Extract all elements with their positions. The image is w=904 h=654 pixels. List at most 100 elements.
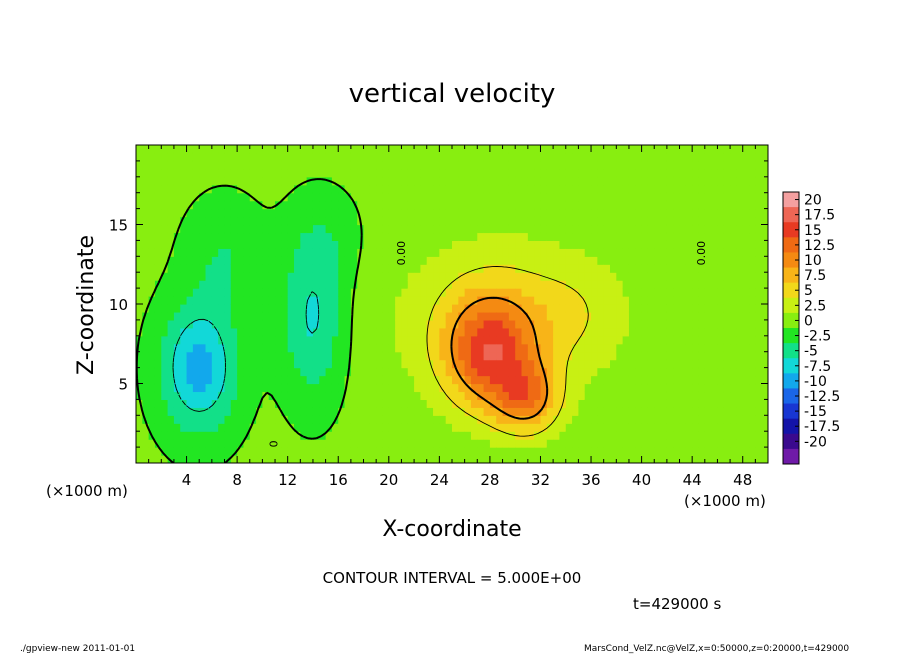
heat-cell	[186, 335, 194, 345]
heat-cell	[578, 359, 586, 369]
heat-cell	[180, 455, 188, 463]
heat-cell	[711, 359, 719, 369]
colorbar-label: 12.5	[804, 238, 835, 254]
heat-cell	[483, 391, 491, 400]
heat-cell	[679, 145, 687, 154]
heat-cell	[610, 248, 617, 257]
heat-cell	[218, 383, 226, 393]
heat-cell	[704, 152, 712, 162]
heat-cell	[527, 184, 535, 194]
heat-cell	[420, 256, 428, 265]
heat-cell	[205, 256, 213, 265]
heat-cell	[452, 192, 459, 202]
heat-cell	[433, 216, 440, 226]
heat-cell	[616, 232, 624, 241]
heat-cell	[452, 240, 459, 249]
heat-cell	[717, 232, 725, 241]
heat-cell	[584, 423, 592, 432]
heat-cell	[527, 375, 535, 385]
heat-cell	[199, 335, 207, 345]
heat-cell	[294, 296, 301, 305]
heat-cell	[192, 184, 200, 194]
heat-cell	[616, 455, 624, 463]
heat-cell	[660, 351, 668, 361]
heat-cell	[673, 192, 681, 202]
heat-cell	[692, 407, 700, 416]
heat-cell	[578, 200, 586, 210]
heat-cell	[420, 391, 428, 400]
heat-cell	[477, 248, 485, 257]
heat-cell	[249, 224, 257, 234]
heat-cell	[521, 304, 529, 313]
heat-cell	[723, 359, 731, 369]
heat-cell	[300, 439, 308, 448]
contour-label: 0.00	[695, 241, 708, 266]
heat-cell	[458, 351, 466, 361]
heat-cell	[496, 415, 504, 424]
heat-cell	[287, 351, 295, 361]
heat-cell	[534, 200, 542, 210]
heat-cell	[407, 145, 415, 154]
colorbar-label: 15	[804, 223, 822, 239]
heat-cell	[540, 152, 548, 162]
heat-cell	[749, 367, 756, 377]
heat-cell	[654, 407, 662, 416]
heat-cell	[154, 200, 162, 210]
heat-cell	[685, 160, 693, 170]
heat-cell	[237, 415, 245, 424]
heat-cell	[414, 272, 421, 281]
heat-cell	[464, 184, 472, 194]
heat-cell	[458, 447, 466, 456]
heat-cell	[572, 351, 579, 361]
heat-cell	[452, 447, 459, 456]
heat-cell	[180, 367, 188, 377]
heat-cell	[414, 327, 421, 337]
heat-cell	[439, 240, 447, 249]
heat-cell	[584, 184, 592, 194]
heat-cell	[154, 335, 162, 345]
heat-cell	[350, 399, 358, 408]
heat-cell	[515, 455, 523, 463]
heat-cell	[281, 176, 289, 186]
heat-cell	[268, 304, 276, 313]
heat-cell	[331, 304, 339, 313]
heat-cell	[616, 375, 624, 385]
heat-cell	[249, 335, 257, 345]
heat-cell	[186, 399, 194, 408]
heat-cell	[761, 391, 768, 400]
heat-cell	[736, 351, 744, 361]
heat-cell	[666, 447, 674, 456]
heat-cell	[685, 399, 693, 408]
heat-cell	[439, 335, 447, 345]
heat-cell	[136, 343, 143, 353]
heat-cell	[357, 399, 365, 408]
heat-cell	[603, 367, 611, 377]
heat-cell	[306, 216, 314, 226]
heat-cell	[711, 240, 719, 249]
heat-cell	[698, 184, 706, 194]
heat-cell	[237, 391, 245, 400]
heat-cell	[300, 160, 308, 170]
heat-cell	[407, 296, 415, 305]
heat-cell	[483, 264, 491, 273]
heat-cell	[527, 335, 535, 345]
heat-cell	[142, 367, 150, 377]
heat-cell	[281, 280, 289, 289]
heat-cell	[281, 160, 289, 170]
heat-cell	[161, 343, 169, 353]
heat-cell	[376, 145, 384, 154]
heat-cell	[344, 256, 352, 265]
heat-cell	[755, 367, 763, 377]
heat-cell	[268, 296, 276, 305]
heat-cell	[698, 343, 706, 353]
heat-cell	[325, 439, 333, 448]
heat-cell	[300, 288, 308, 297]
heat-cell	[660, 439, 668, 448]
heat-cell	[610, 176, 617, 186]
heat-cell	[154, 319, 162, 329]
heat-cell	[249, 160, 257, 170]
heat-cell	[704, 176, 712, 186]
heat-cell	[458, 216, 466, 226]
heat-cell	[376, 447, 384, 456]
heat-cell	[180, 335, 188, 345]
